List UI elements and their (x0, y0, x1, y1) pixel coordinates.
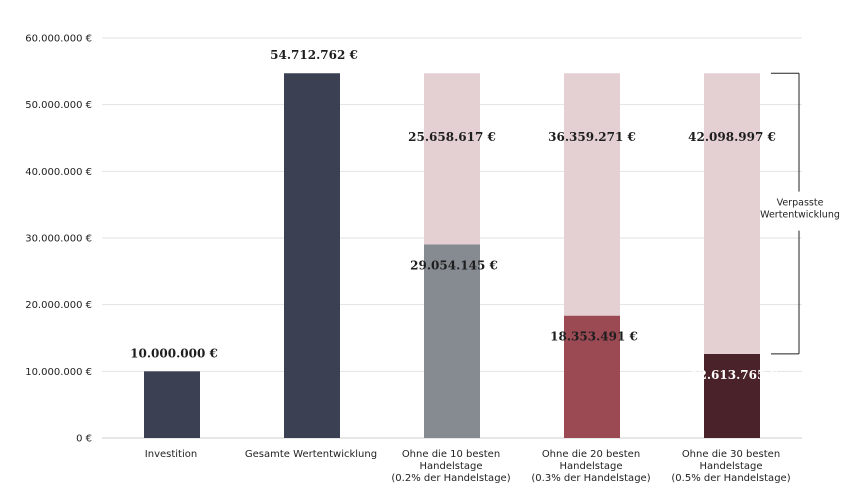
category-label: Handelstage (559, 461, 622, 472)
data-label: 29.054.145 € (410, 258, 498, 272)
bar (704, 353, 760, 438)
missed-value-label: 36.359.271 € (548, 130, 636, 144)
missed-value-label: 25.658.617 € (408, 130, 496, 144)
category-labels: Investition Gesamte Wertentwicklung Ohne d… (145, 449, 791, 484)
category-label: (0.2% der Handelstage) (391, 473, 510, 484)
category-label: (0.5% der Handelstage) (671, 473, 790, 484)
category-label: Ohne die 20 besten (542, 449, 640, 460)
bar (284, 73, 340, 438)
missed-value-label: 42.098.997 € (688, 130, 776, 144)
y-tick-label: 40.000.000 € (25, 167, 92, 178)
category-label: Ohne die 30 besten (682, 449, 780, 460)
y-tick-label: 30.000.000 € (25, 234, 92, 245)
bar (144, 371, 200, 438)
data-label: 10.000.000 € (130, 346, 218, 360)
category-label: Gesamte Wertentwicklung (245, 449, 377, 460)
bars (144, 73, 760, 438)
y-tick-label: 10.000.000 € (25, 367, 92, 378)
annotation-label: Wertentwicklung (760, 210, 840, 221)
data-label: 12.613.765 € (690, 368, 778, 382)
y-tick-label: 20.000.000 € (25, 300, 92, 311)
annotation-label: Verpasste (777, 198, 824, 209)
y-tick-label: 50.000.000 € (25, 100, 92, 111)
missed-bar-segment (424, 73, 480, 245)
y-axis-ticks: 0 € 10.000.000 € 20.000.000 € 30.000.000 € 4… (25, 34, 92, 445)
data-label: 54.712.762 € (270, 48, 358, 62)
category-label: Ohne die 10 besten (402, 449, 500, 460)
missed-bar-segment (704, 73, 760, 354)
category-label: Handelstage (419, 461, 482, 472)
data-label: 18.353.491 € (550, 330, 638, 344)
category-label: (0.3% der Handelstage) (531, 473, 650, 484)
category-label: Handelstage (699, 461, 762, 472)
category-label: Investition (145, 449, 197, 460)
bar (424, 244, 480, 438)
y-tick-label: 60.000.000 € (25, 34, 92, 45)
missed-bar-segment (564, 73, 620, 316)
data-labels: 10.000.000 € 54.712.762 € 25.658.617 € 29.0… (130, 48, 778, 382)
y-tick-label: 0 € (76, 434, 92, 445)
bar (564, 315, 620, 438)
